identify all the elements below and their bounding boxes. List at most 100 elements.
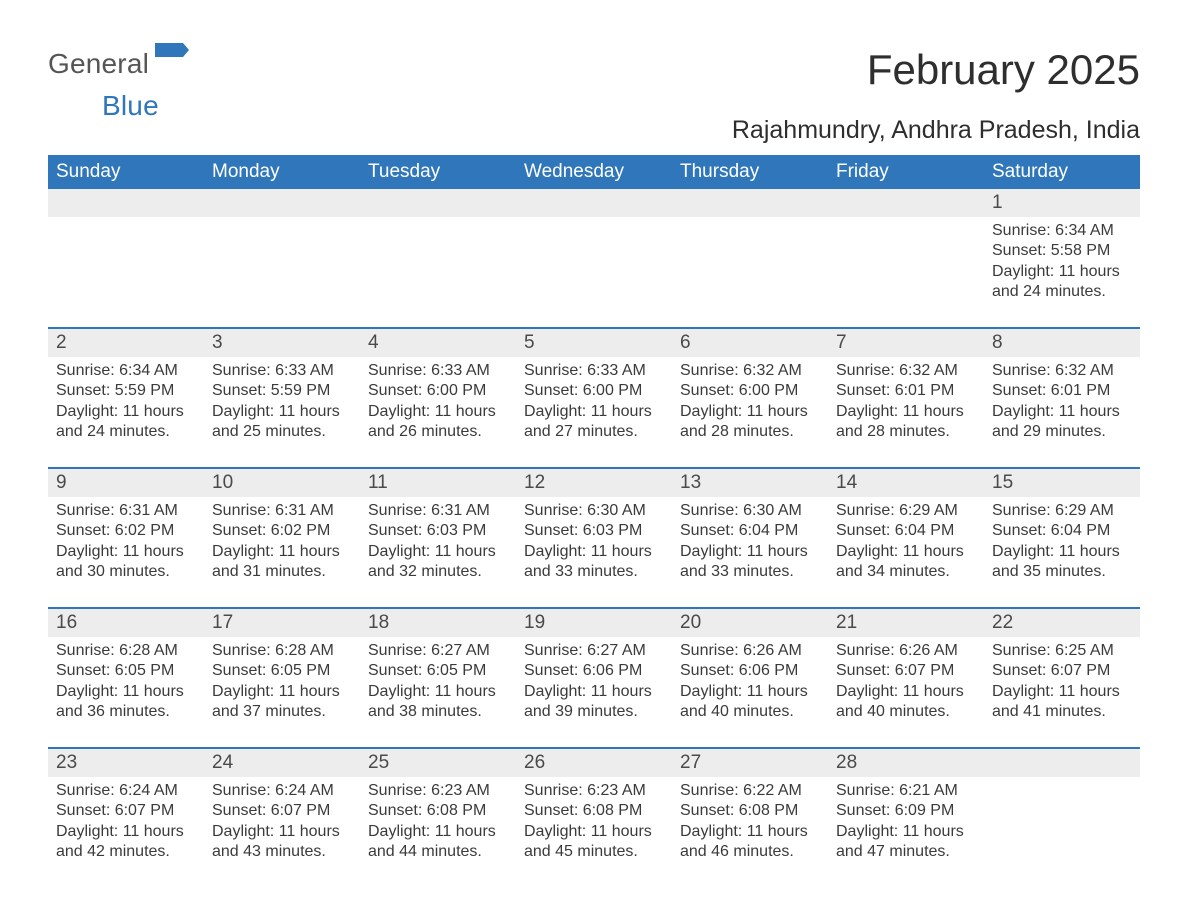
day-details-cell: Sunrise: 6:28 AMSunset: 6:05 PMDaylight:… bbox=[48, 637, 204, 729]
day-details-row: Sunrise: 6:28 AMSunset: 6:05 PMDaylight:… bbox=[48, 637, 1140, 729]
week-row: 16171819202122Sunrise: 6:28 AMSunset: 6:… bbox=[48, 607, 1140, 729]
day-number-row: 16171819202122 bbox=[48, 607, 1140, 637]
day-number-cell: 5 bbox=[516, 329, 672, 357]
day-details-cell bbox=[360, 217, 516, 309]
sunrise-line: Sunrise: 6:30 AM bbox=[524, 501, 664, 521]
day-details-cell: Sunrise: 6:29 AMSunset: 6:04 PMDaylight:… bbox=[984, 497, 1140, 589]
daylight-line-2: and 36 minutes. bbox=[56, 702, 196, 722]
day-number-cell: 23 bbox=[48, 749, 204, 777]
daylight-line-1: Daylight: 11 hours bbox=[368, 542, 508, 562]
sunset-line: Sunset: 6:00 PM bbox=[368, 381, 508, 401]
sunrise-line: Sunrise: 6:31 AM bbox=[212, 501, 352, 521]
sunrise-line: Sunrise: 6:33 AM bbox=[524, 361, 664, 381]
daylight-line-1: Daylight: 11 hours bbox=[368, 402, 508, 422]
daylight-line-2: and 47 minutes. bbox=[836, 842, 976, 862]
day-details-cell bbox=[828, 217, 984, 309]
sunset-line: Sunset: 6:04 PM bbox=[836, 521, 976, 541]
day-details-cell: Sunrise: 6:34 AMSunset: 5:58 PMDaylight:… bbox=[984, 217, 1140, 309]
daylight-line-1: Daylight: 11 hours bbox=[56, 822, 196, 842]
day-number-cell: 24 bbox=[204, 749, 360, 777]
day-number-cell: 3 bbox=[204, 329, 360, 357]
day-number-cell: 25 bbox=[360, 749, 516, 777]
daylight-line-2: and 37 minutes. bbox=[212, 702, 352, 722]
page-root: General Blue February 2025 Rajahmundry, … bbox=[0, 0, 1188, 869]
day-details-cell: Sunrise: 6:31 AMSunset: 6:02 PMDaylight:… bbox=[48, 497, 204, 589]
weekday-header-row: SundayMondayTuesdayWednesdayThursdayFrid… bbox=[48, 155, 1140, 189]
day-number-cell: 10 bbox=[204, 469, 360, 497]
sunset-line: Sunset: 6:04 PM bbox=[680, 521, 820, 541]
weekday-header-cell: Wednesday bbox=[516, 155, 672, 189]
logo: General Blue bbox=[48, 48, 187, 112]
week-row: 9101112131415Sunrise: 6:31 AMSunset: 6:0… bbox=[48, 467, 1140, 589]
daylight-line-2: and 33 minutes. bbox=[524, 562, 664, 582]
daylight-line-2: and 28 minutes. bbox=[836, 422, 976, 442]
day-number-cell: 8 bbox=[984, 329, 1140, 357]
sunset-line: Sunset: 6:03 PM bbox=[368, 521, 508, 541]
daylight-line-2: and 30 minutes. bbox=[56, 562, 196, 582]
sunrise-line: Sunrise: 6:22 AM bbox=[680, 781, 820, 801]
day-details-row: Sunrise: 6:34 AMSunset: 5:58 PMDaylight:… bbox=[48, 217, 1140, 309]
sunset-line: Sunset: 5:59 PM bbox=[56, 381, 196, 401]
sunset-line: Sunset: 5:58 PM bbox=[992, 241, 1132, 261]
day-details-cell: Sunrise: 6:31 AMSunset: 6:02 PMDaylight:… bbox=[204, 497, 360, 589]
header: General Blue February 2025 bbox=[48, 48, 1140, 112]
day-number-cell: 21 bbox=[828, 609, 984, 637]
sunset-line: Sunset: 6:07 PM bbox=[992, 661, 1132, 681]
daylight-line-1: Daylight: 11 hours bbox=[524, 822, 664, 842]
daylight-line-1: Daylight: 11 hours bbox=[524, 542, 664, 562]
day-number-cell: 17 bbox=[204, 609, 360, 637]
daylight-line-2: and 26 minutes. bbox=[368, 422, 508, 442]
day-details-cell bbox=[204, 217, 360, 309]
day-number-cell bbox=[516, 189, 672, 217]
day-number-cell: 13 bbox=[672, 469, 828, 497]
daylight-line-1: Daylight: 11 hours bbox=[680, 822, 820, 842]
day-number-cell: 14 bbox=[828, 469, 984, 497]
day-details-cell: Sunrise: 6:21 AMSunset: 6:09 PMDaylight:… bbox=[828, 777, 984, 869]
sunrise-line: Sunrise: 6:31 AM bbox=[56, 501, 196, 521]
daylight-line-2: and 45 minutes. bbox=[524, 842, 664, 862]
day-number-cell: 11 bbox=[360, 469, 516, 497]
daylight-line-1: Daylight: 11 hours bbox=[212, 822, 352, 842]
day-number-cell: 22 bbox=[984, 609, 1140, 637]
daylight-line-1: Daylight: 11 hours bbox=[992, 262, 1132, 282]
daylight-line-1: Daylight: 11 hours bbox=[992, 682, 1132, 702]
day-details-cell: Sunrise: 6:33 AMSunset: 6:00 PMDaylight:… bbox=[360, 357, 516, 449]
day-details-cell: Sunrise: 6:25 AMSunset: 6:07 PMDaylight:… bbox=[984, 637, 1140, 729]
sunset-line: Sunset: 6:01 PM bbox=[836, 381, 976, 401]
day-details-cell bbox=[984, 777, 1140, 869]
day-details-cell: Sunrise: 6:29 AMSunset: 6:04 PMDaylight:… bbox=[828, 497, 984, 589]
daylight-line-1: Daylight: 11 hours bbox=[680, 542, 820, 562]
sunset-line: Sunset: 6:01 PM bbox=[992, 381, 1132, 401]
daylight-line-2: and 35 minutes. bbox=[992, 562, 1132, 582]
sunset-line: Sunset: 6:06 PM bbox=[680, 661, 820, 681]
sunset-line: Sunset: 6:00 PM bbox=[680, 381, 820, 401]
daylight-line-2: and 24 minutes. bbox=[992, 282, 1132, 302]
sunrise-line: Sunrise: 6:29 AM bbox=[992, 501, 1132, 521]
sunrise-line: Sunrise: 6:32 AM bbox=[680, 361, 820, 381]
sunrise-line: Sunrise: 6:34 AM bbox=[56, 361, 196, 381]
sunrise-line: Sunrise: 6:29 AM bbox=[836, 501, 976, 521]
calendar-table: SundayMondayTuesdayWednesdayThursdayFrid… bbox=[48, 155, 1140, 869]
daylight-line-1: Daylight: 11 hours bbox=[212, 402, 352, 422]
day-details-cell: Sunrise: 6:30 AMSunset: 6:03 PMDaylight:… bbox=[516, 497, 672, 589]
daylight-line-1: Daylight: 11 hours bbox=[368, 822, 508, 842]
sunset-line: Sunset: 6:08 PM bbox=[368, 801, 508, 821]
day-number-cell: 19 bbox=[516, 609, 672, 637]
sunset-line: Sunset: 6:07 PM bbox=[56, 801, 196, 821]
day-number-cell bbox=[672, 189, 828, 217]
daylight-line-1: Daylight: 11 hours bbox=[680, 402, 820, 422]
daylight-line-1: Daylight: 11 hours bbox=[524, 682, 664, 702]
day-details-cell: Sunrise: 6:27 AMSunset: 6:06 PMDaylight:… bbox=[516, 637, 672, 729]
day-number-cell: 27 bbox=[672, 749, 828, 777]
day-number-row: 1 bbox=[48, 189, 1140, 217]
day-details-cell: Sunrise: 6:32 AMSunset: 6:01 PMDaylight:… bbox=[984, 357, 1140, 449]
daylight-line-2: and 25 minutes. bbox=[212, 422, 352, 442]
daylight-line-2: and 32 minutes. bbox=[368, 562, 508, 582]
sunrise-line: Sunrise: 6:25 AM bbox=[992, 641, 1132, 661]
weekday-header-cell: Monday bbox=[204, 155, 360, 189]
sunrise-line: Sunrise: 6:34 AM bbox=[992, 221, 1132, 241]
sunset-line: Sunset: 6:05 PM bbox=[56, 661, 196, 681]
day-number-cell: 28 bbox=[828, 749, 984, 777]
day-details-cell: Sunrise: 6:33 AMSunset: 6:00 PMDaylight:… bbox=[516, 357, 672, 449]
daylight-line-1: Daylight: 11 hours bbox=[212, 682, 352, 702]
